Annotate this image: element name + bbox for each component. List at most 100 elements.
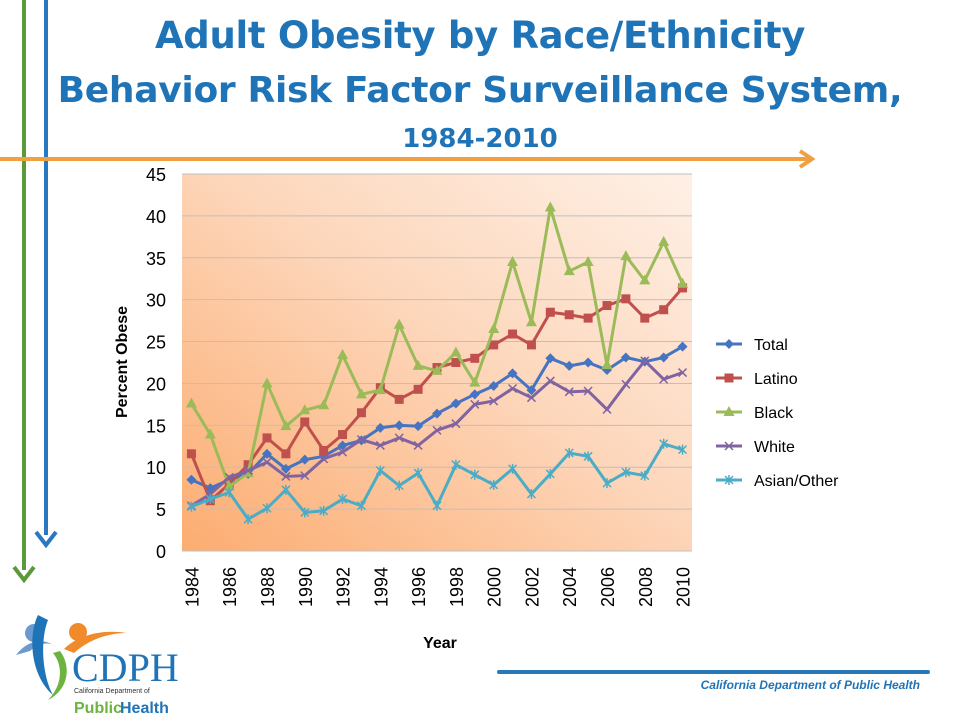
series-group xyxy=(185,201,689,525)
data-point xyxy=(318,399,330,410)
data-point xyxy=(545,307,555,317)
y-tick-label: 45 xyxy=(146,165,166,185)
data-point xyxy=(338,494,348,505)
data-point xyxy=(451,358,461,367)
y-tick-label: 20 xyxy=(146,374,166,394)
data-point xyxy=(223,480,235,491)
data-point xyxy=(394,433,404,443)
data-point xyxy=(526,385,537,396)
title-line-2: Behavior Risk Factor Surveillance System… xyxy=(57,70,903,111)
x-tick-label: 1988 xyxy=(258,567,278,607)
data-point xyxy=(432,425,442,435)
y-tick-label: 40 xyxy=(146,207,166,227)
y-axis-label: Percent Obese xyxy=(114,306,131,418)
data-point xyxy=(319,445,329,455)
data-point xyxy=(224,487,234,498)
data-point xyxy=(185,397,197,408)
data-point xyxy=(659,438,669,449)
svg-text:Public: Public xyxy=(74,700,122,717)
data-point xyxy=(413,421,424,432)
data-point xyxy=(375,422,386,433)
data-point xyxy=(640,313,650,323)
plot-area xyxy=(182,174,692,551)
data-point xyxy=(262,457,272,467)
legend-item: Total xyxy=(716,337,788,354)
data-point xyxy=(639,274,651,285)
data-point xyxy=(337,348,349,359)
data-point xyxy=(356,500,366,511)
data-point xyxy=(658,352,669,363)
data-point xyxy=(601,359,613,370)
legend-item: Black xyxy=(716,405,794,422)
data-point xyxy=(545,353,556,364)
data-point xyxy=(337,440,348,451)
data-point xyxy=(508,329,518,339)
data-point xyxy=(243,460,253,470)
data-point xyxy=(450,346,462,357)
x-axis-label: Year xyxy=(423,635,457,652)
data-point xyxy=(564,447,574,458)
data-point xyxy=(620,250,632,261)
data-point xyxy=(525,316,537,327)
data-point xyxy=(431,364,443,375)
data-point xyxy=(470,353,480,363)
data-point xyxy=(724,339,734,349)
data-point xyxy=(281,471,291,481)
y-tick-label: 35 xyxy=(146,249,166,269)
data-point xyxy=(621,467,631,478)
orange-arrow-head xyxy=(798,149,816,169)
data-point xyxy=(299,454,310,465)
data-point xyxy=(375,440,385,450)
blue-arrow-head xyxy=(34,530,58,549)
data-point xyxy=(488,380,499,391)
y-tick-label: 5 xyxy=(156,500,166,520)
data-point xyxy=(451,459,461,470)
data-point xyxy=(678,368,688,378)
x-tick-label: 1986 xyxy=(220,567,240,607)
data-point xyxy=(374,384,386,395)
data-point xyxy=(262,448,272,459)
data-point xyxy=(451,419,461,429)
data-point xyxy=(564,310,574,320)
y-tick-label: 25 xyxy=(146,333,166,353)
data-point xyxy=(280,420,292,431)
data-point xyxy=(281,484,291,495)
x-tick-label: 2010 xyxy=(674,567,694,607)
data-point xyxy=(355,388,367,399)
data-point xyxy=(564,387,574,397)
data-point xyxy=(508,463,518,474)
legend-label: Asian/Other xyxy=(754,473,839,490)
data-point xyxy=(299,404,311,415)
data-point xyxy=(620,352,631,363)
data-point xyxy=(469,376,481,387)
data-point xyxy=(678,444,688,455)
data-point xyxy=(640,356,650,366)
footer-rule xyxy=(497,670,930,674)
data-point xyxy=(507,255,519,266)
data-point xyxy=(489,396,499,406)
data-point xyxy=(300,417,310,427)
data-point xyxy=(508,383,518,394)
y-tick-label: 30 xyxy=(146,291,166,311)
data-point xyxy=(659,374,669,384)
x-tick-label: 2006 xyxy=(598,567,618,607)
legend-label: White xyxy=(754,439,795,456)
x-tick-label: 1984 xyxy=(182,567,202,607)
data-point xyxy=(583,386,593,396)
legend-item: Asian/Other xyxy=(716,473,839,490)
data-point xyxy=(204,428,216,439)
x-tick-label: 2008 xyxy=(636,567,656,607)
data-point xyxy=(205,494,215,505)
x-tick-label: 1996 xyxy=(409,567,429,607)
data-point xyxy=(319,454,329,464)
data-point xyxy=(526,340,536,350)
data-point xyxy=(602,404,612,414)
data-point xyxy=(602,301,612,311)
data-point xyxy=(488,322,500,333)
data-point xyxy=(186,474,197,485)
data-point xyxy=(262,433,272,443)
data-point xyxy=(281,449,291,459)
x-tick-label: 2004 xyxy=(560,567,580,607)
y-tick-labels: 0 5 10 15 20 25 30 35 40 45 xyxy=(146,165,166,562)
